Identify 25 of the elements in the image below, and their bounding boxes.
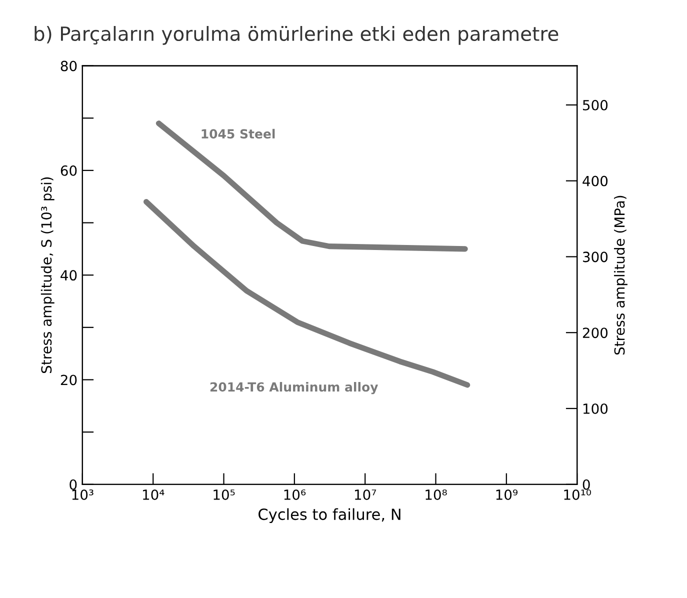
y-tick-label: 0 (70, 479, 77, 490)
x-tick-label: 10⁶ (284, 489, 306, 500)
series-label: 1045 Steel (202, 128, 275, 139)
y-tick-label: 60 (60, 165, 77, 176)
x-tick-label: 10⁸ (426, 489, 447, 500)
y-axis-title: Stress amplitude, S (10³ psi) (40, 177, 54, 374)
y2-tick-label: 200 (582, 328, 608, 338)
y2-axis-title: Stress amplitude (MPa) (614, 196, 628, 355)
text: 2014-T6 Aluminum alloy (210, 382, 378, 394)
x-tick-label: 10³ (72, 489, 94, 500)
x-tick-label: 10⁴ (143, 489, 164, 500)
x-axis-title: Cycles to failure, N (258, 508, 400, 524)
chart-title: b) Parçaların yorulma ömürlerine etki eden parametre (34, 26, 558, 45)
y2-tick-label: 0 (582, 479, 590, 490)
y2-tick-label: 500 (583, 100, 608, 110)
x-tick-label: 10¹⁰ (564, 489, 591, 500)
y2-tick-label: 300 (583, 252, 608, 262)
x-tick-label: 10⁹ (496, 489, 518, 500)
y-tick-label: 40 (60, 270, 77, 281)
y-tick-label: 20 (60, 374, 77, 386)
x-tick-label: 10⁵ (214, 489, 235, 500)
x-tick-label: 10⁷ (354, 489, 376, 500)
y2-tick-label: 100 (583, 403, 608, 414)
y-tick-label: 80 (60, 60, 77, 72)
y2-tick-label: 400 (582, 176, 608, 186)
